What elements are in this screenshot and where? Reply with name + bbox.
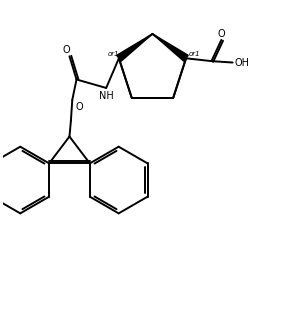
Text: OH: OH xyxy=(234,58,249,68)
Text: O: O xyxy=(217,29,225,39)
Text: NH: NH xyxy=(99,91,113,101)
Polygon shape xyxy=(152,34,188,61)
Text: or1: or1 xyxy=(107,51,119,57)
Text: O: O xyxy=(76,102,83,112)
Polygon shape xyxy=(117,34,152,61)
Text: or1: or1 xyxy=(188,51,200,57)
Text: O: O xyxy=(63,45,71,55)
